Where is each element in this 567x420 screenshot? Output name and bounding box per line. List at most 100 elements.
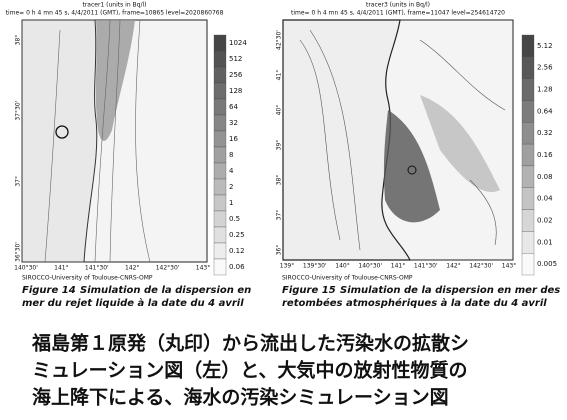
figure-caption: retombées atmosphériques à la date du 4 … bbox=[282, 297, 547, 309]
colorbar-cell bbox=[213, 34, 227, 52]
colorbar-label: 0.5 bbox=[229, 215, 240, 223]
colorbar-label: 256 bbox=[229, 71, 243, 79]
lon-label: 143° bbox=[502, 263, 516, 270]
colorbar-label: 2 bbox=[229, 183, 233, 191]
lat-label: 41° bbox=[276, 70, 283, 81]
plume bbox=[95, 20, 135, 141]
colorbar-label: 0.25 bbox=[229, 231, 245, 239]
figure-caption: mer du rejet liquide à la date du 4 avri… bbox=[22, 297, 244, 309]
caption-ja: 福島第１原発（丸印）から流出した汚染水の拡散シ bbox=[31, 332, 469, 355]
colorbar-label: 0.06 bbox=[229, 263, 245, 271]
colorbar-label: 0.08 bbox=[537, 173, 553, 181]
colorbar-label: 16 bbox=[229, 135, 238, 143]
colorbar-cell bbox=[213, 82, 227, 100]
colorbar-cell bbox=[213, 98, 227, 116]
colorbar-cell bbox=[521, 253, 535, 276]
figure-info: time= 0 h 4 mn 45 s, 4/4/2011 (GMT), fra… bbox=[6, 10, 224, 17]
lon-label: 142°30' bbox=[156, 265, 180, 272]
figure-label: Figure 14 bbox=[22, 285, 76, 296]
colorbar-label: 0.12 bbox=[229, 247, 245, 255]
figure-label: Figure 15 bbox=[282, 285, 336, 296]
map-left bbox=[21, 19, 208, 263]
lon-label: 139°30' bbox=[303, 263, 327, 270]
colorbar-label: 0.64 bbox=[537, 107, 553, 115]
lon-label: 139° bbox=[280, 263, 294, 270]
figure-header: tracer1 (units in Bq/l) bbox=[82, 2, 146, 9]
colorbar-label: 8 bbox=[229, 151, 233, 159]
map-right bbox=[282, 19, 514, 261]
colorbar-label: 32 bbox=[229, 119, 238, 127]
colorbar-cell bbox=[521, 209, 535, 232]
colorbar-label: 0.32 bbox=[537, 129, 553, 137]
colorbar-cell bbox=[521, 187, 535, 210]
credit: SIROCCO-University of Toulouse-CNRS-OMP bbox=[22, 275, 153, 282]
lon-label: 140°30' bbox=[14, 265, 38, 272]
plant-marker bbox=[407, 165, 417, 175]
lat-label: 36° bbox=[276, 245, 283, 256]
lat-label: 36°30' bbox=[15, 242, 22, 262]
lon-label: 140°30' bbox=[358, 263, 382, 270]
figure-caption: Simulation de la dispersion en mer des bbox=[340, 285, 560, 296]
colorbar-cell bbox=[521, 122, 535, 145]
plant-marker bbox=[55, 125, 69, 139]
figure-info: time= 0 h 4 mn 45 s, 4/4/2011 (GMT), fra… bbox=[291, 10, 505, 17]
plume bbox=[420, 95, 500, 192]
colorbar-label: 0.01 bbox=[537, 238, 553, 246]
colorbar-cell bbox=[521, 231, 535, 254]
lon-label: 141°30' bbox=[85, 265, 109, 272]
lon-label: 143° bbox=[196, 265, 210, 272]
lat-label: 40° bbox=[276, 105, 283, 116]
colorbar-label: 64 bbox=[229, 103, 238, 111]
colorbar-cell bbox=[213, 146, 227, 164]
colorbar-cell bbox=[213, 178, 227, 196]
colorbar-cell bbox=[213, 130, 227, 148]
contour bbox=[44, 19, 151, 263]
colorbar-cell bbox=[521, 165, 535, 188]
lon-label: 141°30' bbox=[414, 263, 438, 270]
lon-label: 141° bbox=[391, 263, 405, 270]
colorbar-label: 0.005 bbox=[537, 260, 557, 268]
lon-label: 141° bbox=[54, 265, 68, 272]
colorbar-cell bbox=[213, 210, 227, 228]
lat-label: 37°30' bbox=[15, 100, 22, 120]
colorbar-cell bbox=[521, 143, 535, 167]
colorbar-label: 0.16 bbox=[537, 151, 553, 159]
colorbar-label: 5.12 bbox=[537, 42, 553, 50]
colorbar-label: 2.56 bbox=[537, 64, 553, 72]
caption-ja: 海上降下による、海水の汚染シミュレーション図 bbox=[32, 386, 449, 409]
lon-label: 142°30' bbox=[469, 263, 493, 270]
figure-caption: Simulation de la dispersion en bbox=[80, 285, 251, 296]
colorbar-label: 512 bbox=[229, 55, 242, 63]
colorbar-cell bbox=[213, 226, 227, 244]
colorbar-cell bbox=[213, 194, 227, 212]
lat-label: 37° bbox=[15, 176, 22, 187]
lat-label: 38° bbox=[276, 175, 283, 186]
colorbar-label: 128 bbox=[229, 87, 242, 95]
colorbar-cell bbox=[213, 114, 227, 132]
lat-label: 42°30' bbox=[276, 30, 283, 50]
caption-ja: ミュレーション図（左）と、大気中の放射性物質の bbox=[32, 359, 467, 382]
colorbar-cell bbox=[213, 162, 227, 180]
lat-label: 37° bbox=[276, 210, 283, 221]
colorbar-cell bbox=[213, 258, 227, 276]
colorbar-cell bbox=[521, 100, 535, 123]
colorbar-cell bbox=[213, 50, 227, 68]
colorbar-label: 1 bbox=[229, 199, 233, 207]
colorbar-cell bbox=[213, 66, 227, 84]
contour bbox=[299, 29, 506, 251]
colorbar-label: 0.04 bbox=[537, 195, 553, 203]
lon-label: 142° bbox=[125, 265, 139, 272]
lon-label: 140° bbox=[335, 263, 349, 270]
lat-label: 39° bbox=[276, 140, 283, 151]
colorbar-cell bbox=[521, 78, 535, 101]
figure-header: tracer3 (units in Bq/l) bbox=[366, 2, 430, 9]
lon-label: 142° bbox=[446, 263, 460, 270]
coast bbox=[21, 19, 98, 263]
colorbar-label: 4 bbox=[229, 167, 234, 175]
colorbar-cell bbox=[521, 34, 535, 57]
colorbar-cell bbox=[213, 242, 227, 260]
credit: SIROCCO-University of Toulouse-CNRS-OMP bbox=[282, 275, 413, 282]
colorbar-label: 1024 bbox=[229, 39, 247, 47]
colorbar-cell bbox=[521, 56, 535, 79]
